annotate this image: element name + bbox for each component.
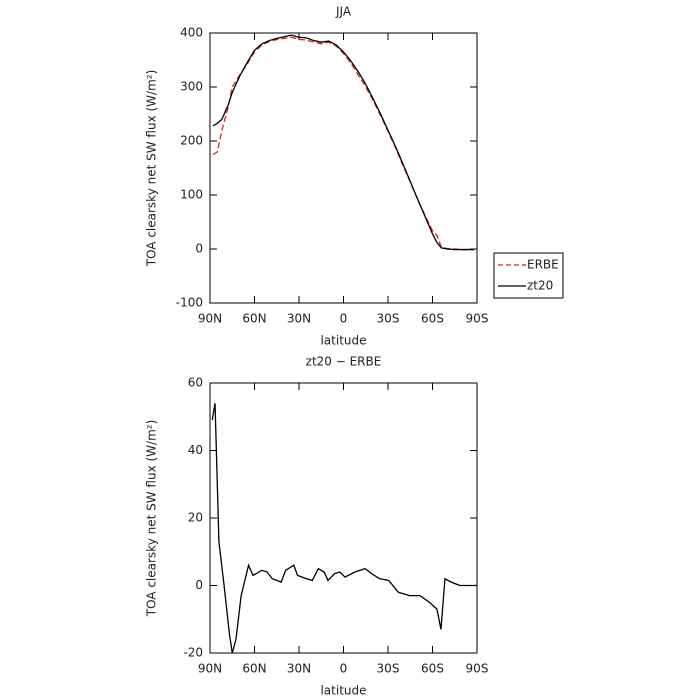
- x-tick-label: 90S: [466, 312, 489, 326]
- x-tick-label: 30N: [287, 312, 311, 326]
- x-tick-label: 90N: [198, 312, 222, 326]
- y-tick-label: 60: [188, 376, 203, 390]
- legend-box: [493, 252, 564, 299]
- y-tick-label: 40: [188, 443, 203, 457]
- y-tick-label: -100: [176, 296, 203, 310]
- y-tick-label: 0: [195, 578, 203, 592]
- x-tick-label: 90N: [198, 662, 222, 676]
- x-tick-label: 0: [340, 662, 348, 676]
- plot-frame: [209, 32, 478, 304]
- y-tick-label: 200: [180, 134, 203, 148]
- x-tick-label: 30S: [377, 662, 400, 676]
- data-line: [212, 34, 475, 251]
- y-tick-label: 100: [180, 188, 203, 202]
- chart-title: JJA: [335, 5, 352, 19]
- y-axis-label: TOA clearsky net SW flux (W/m²): [145, 70, 159, 268]
- x-tick-label: 60S: [421, 312, 444, 326]
- y-tick-label: 0: [195, 242, 203, 256]
- legend-label: zt20: [527, 279, 553, 293]
- x-axis-label: latitude: [320, 684, 366, 698]
- data-line: [211, 403, 477, 654]
- y-axis-label: TOA clearsky net SW flux (W/m²): [145, 420, 159, 618]
- x-tick-label: 30S: [377, 312, 400, 326]
- y-tick-label: -20: [183, 646, 203, 660]
- y-tick-label: 400: [180, 26, 203, 40]
- x-tick-label: 0: [340, 312, 348, 326]
- x-tick-label: 60N: [242, 662, 266, 676]
- x-tick-label: 90S: [466, 662, 489, 676]
- y-tick-label: 300: [180, 80, 203, 94]
- legend-label: ERBE: [527, 258, 559, 272]
- x-tick-label: 60N: [242, 312, 266, 326]
- x-tick-label: 30N: [287, 662, 311, 676]
- data-line: [212, 36, 475, 251]
- x-tick-label: 60S: [421, 662, 444, 676]
- y-tick-label: 20: [188, 511, 203, 525]
- chart-title: zt20 − ERBE: [306, 355, 382, 369]
- plot-frame: [209, 382, 478, 654]
- x-axis-label: latitude: [320, 334, 366, 348]
